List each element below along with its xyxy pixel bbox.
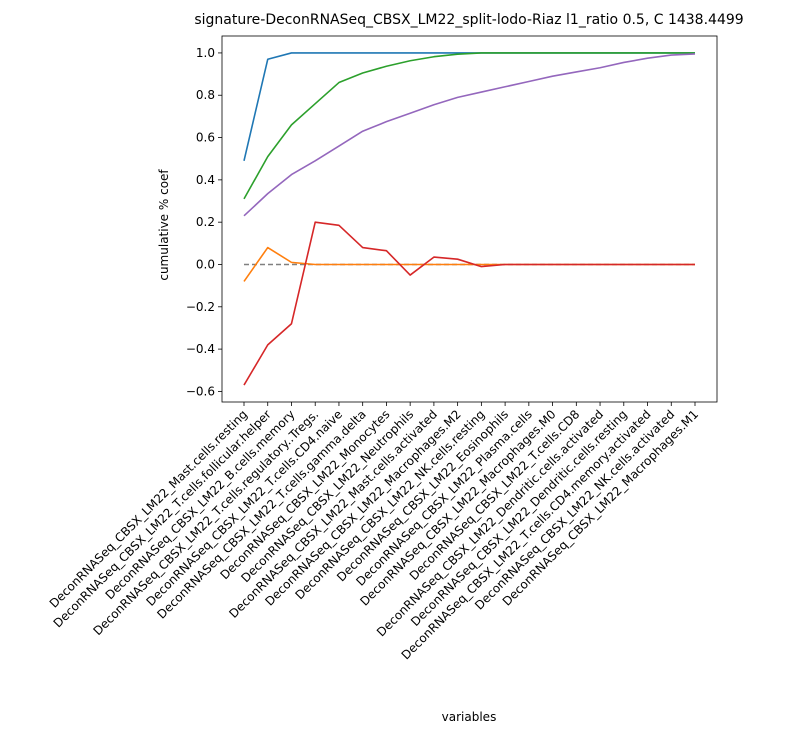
y-tick-label: −0.2 bbox=[186, 300, 215, 314]
y-tick-label: 1.0 bbox=[196, 46, 215, 60]
y-tick-label: −0.6 bbox=[186, 384, 215, 398]
x-axis-label: variables bbox=[442, 710, 497, 724]
series-line-5 bbox=[243, 53, 696, 217]
y-axis-label: cumulative % coef bbox=[157, 169, 171, 281]
y-tick-label: 0.4 bbox=[196, 173, 215, 187]
series-line-3 bbox=[243, 52, 695, 200]
plot-frame bbox=[221, 35, 718, 403]
y-axis: −0.6 −0.4 −0.2 0.0 0.2 0.4 0.6 0.8 1.0 bbox=[186, 46, 222, 398]
series-line-4 bbox=[243, 221, 695, 386]
y-tick-label: 0.6 bbox=[196, 131, 215, 145]
y-tick-label: 0.0 bbox=[196, 257, 215, 271]
y-tick-label: 0.8 bbox=[196, 88, 215, 102]
y-tick-label: −0.4 bbox=[186, 342, 215, 356]
series-layer bbox=[243, 52, 696, 386]
y-tick-label: 0.2 bbox=[196, 215, 215, 229]
chart-title: signature-DeconRNASeq_CBSX_LM22_split-lo… bbox=[194, 12, 743, 28]
